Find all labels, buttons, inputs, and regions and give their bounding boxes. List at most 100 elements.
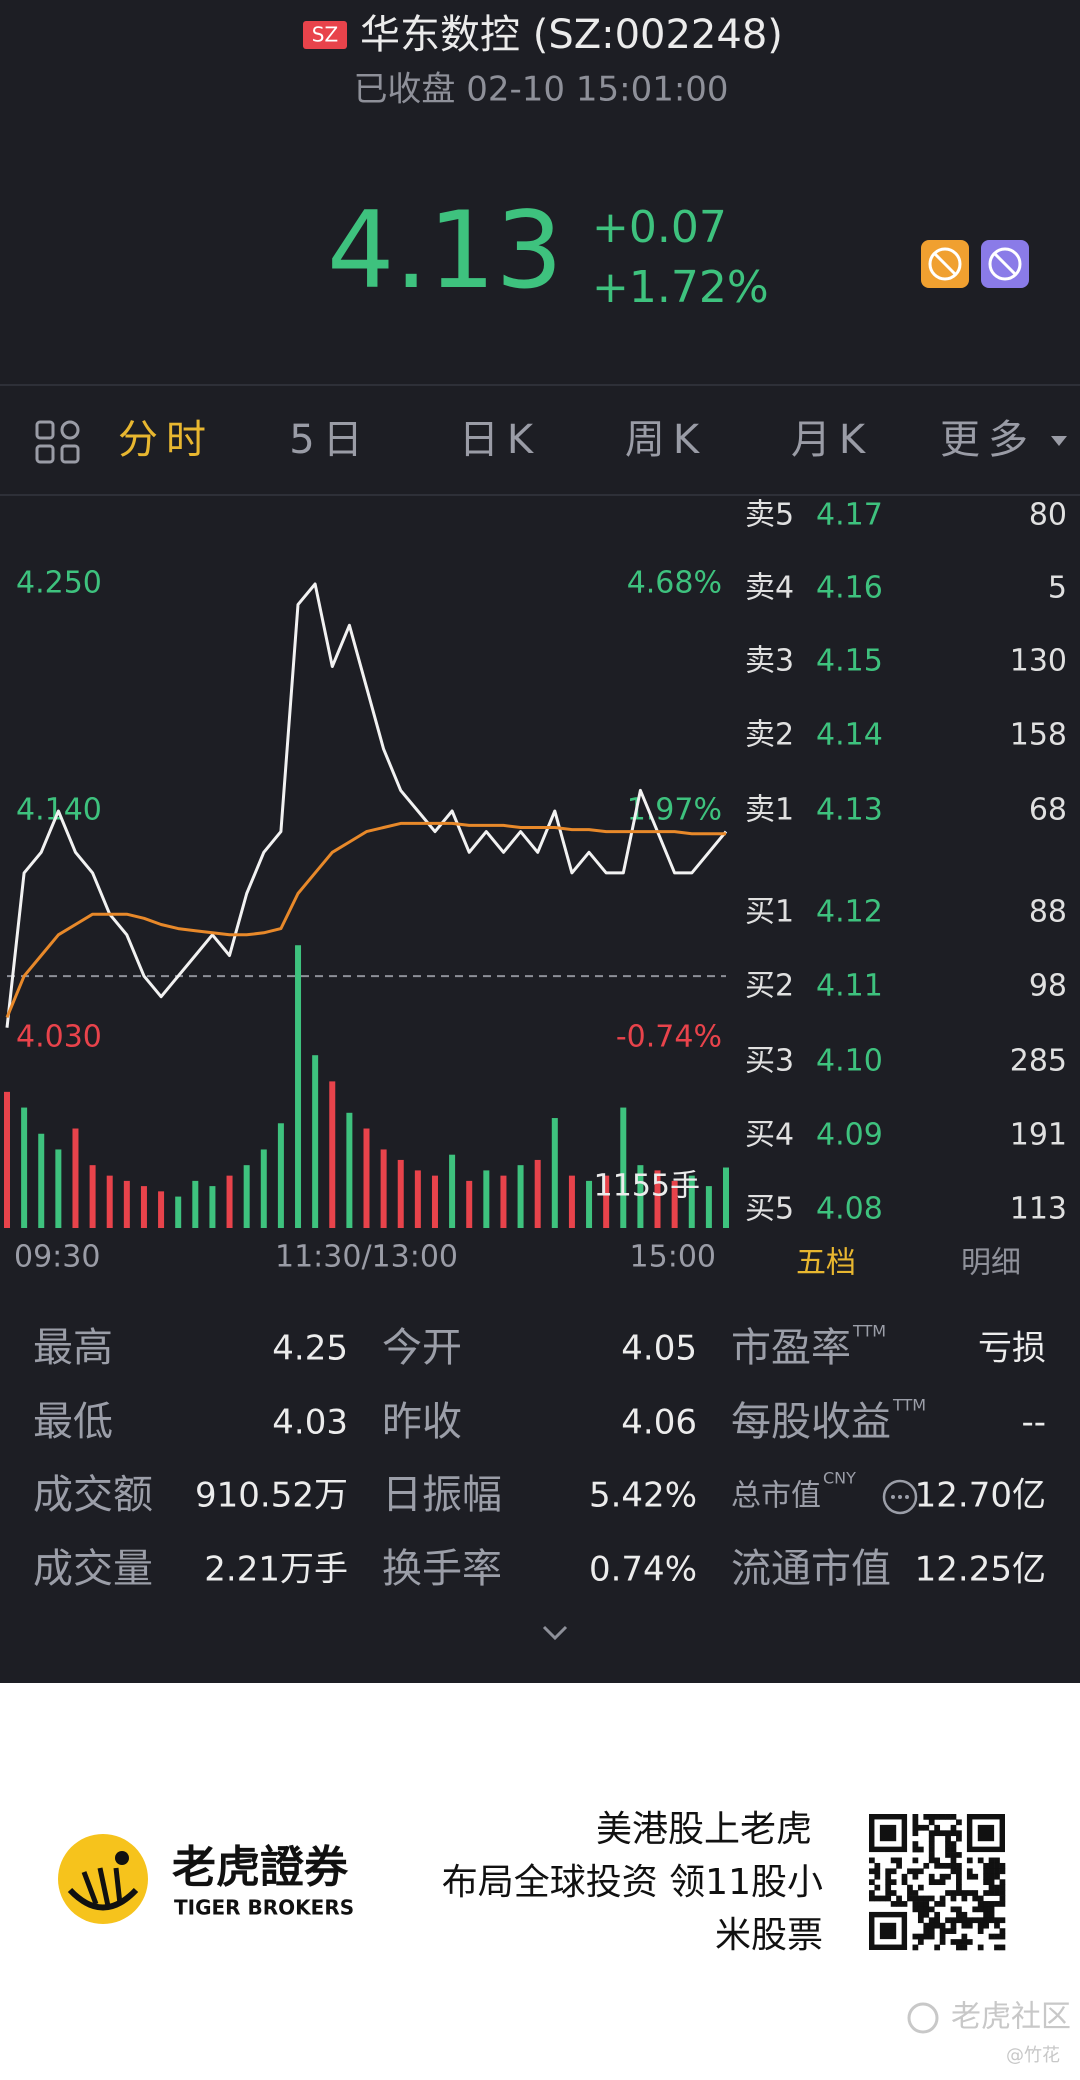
order-price: 4.10 — [816, 1044, 883, 1079]
qr-module — [950, 1928, 957, 1934]
qr-module — [928, 1819, 935, 1826]
stat-label: 总市值 — [731, 1479, 821, 1514]
volume-bar — [449, 1154, 456, 1228]
order-label: 买3 — [745, 1044, 794, 1079]
price-change: +0.07 — [592, 202, 727, 253]
qr-module — [939, 1901, 946, 1907]
order-qty: 191 — [1010, 1118, 1067, 1153]
qr-module — [994, 1922, 1000, 1929]
qr-module — [994, 1873, 1000, 1880]
volume-bar — [192, 1180, 199, 1228]
qr-module — [999, 1895, 1006, 1902]
order-price: 4.09 — [816, 1118, 883, 1153]
order-label: 卖5 — [745, 498, 794, 533]
period-tab[interactable]: 分时 — [118, 417, 214, 463]
qr-module — [896, 1901, 902, 1907]
icon-glyph — [988, 247, 1022, 281]
qr-module — [923, 1911, 930, 1918]
qr-module — [972, 1917, 979, 1924]
brand-name: 老虎證券 — [172, 1842, 349, 1893]
qr-module — [950, 1852, 957, 1858]
qr-module — [977, 1857, 984, 1864]
volume-bar — [106, 1175, 113, 1228]
qr-module — [966, 1917, 973, 1924]
stat-label: 昨收 — [382, 1399, 462, 1445]
qr-module — [917, 1939, 924, 1945]
order-qty: 5 — [1048, 571, 1067, 606]
qr-module — [983, 1873, 989, 1880]
volume-bar — [55, 1149, 62, 1228]
expand-chevron[interactable] — [542, 1625, 568, 1641]
period-tab[interactable]: 日K — [459, 417, 541, 463]
qr-module — [999, 1933, 1006, 1940]
qr-module — [934, 1814, 941, 1820]
order-qty: 98 — [1029, 969, 1067, 1004]
volume-bar — [295, 945, 302, 1228]
qr-module — [994, 1884, 1000, 1891]
stat-value: 4.05 — [621, 1329, 697, 1369]
qr-module — [988, 1873, 995, 1880]
qr-module — [988, 1857, 995, 1864]
qr-module — [907, 1868, 913, 1875]
info-icon-dot — [898, 1495, 902, 1499]
qr-module — [934, 1879, 941, 1886]
period-tab[interactable]: 5日 — [289, 417, 370, 463]
qr-module — [917, 1901, 924, 1907]
qr-module — [956, 1862, 962, 1869]
qr-module — [956, 1830, 962, 1837]
qr-module — [885, 1895, 892, 1902]
watermark-icon — [907, 2002, 939, 2034]
qr-module — [950, 1895, 957, 1902]
volume-bar — [620, 1107, 627, 1228]
qr-module — [950, 1917, 957, 1924]
x-tick-label: 11:30/13:00 — [275, 1240, 458, 1275]
volume-bar — [671, 1180, 678, 1228]
qr-module — [928, 1835, 935, 1842]
qr-module — [896, 1895, 902, 1902]
qr-module — [956, 1868, 962, 1875]
qr-module — [988, 1879, 995, 1886]
volume-bar — [431, 1175, 438, 1228]
volume-bar — [466, 1180, 473, 1228]
order-label: 卖4 — [745, 571, 794, 606]
qr-module — [999, 1868, 1006, 1875]
stat-value: 2.21万手 — [204, 1550, 348, 1590]
qr-module — [874, 1895, 881, 1902]
qr-module — [988, 1917, 995, 1924]
qr-module — [896, 1857, 902, 1864]
stat-value: 4.03 — [272, 1403, 348, 1443]
period-tab[interactable]: 周K — [625, 417, 707, 463]
qr-module — [912, 1890, 919, 1896]
qr-module — [956, 1873, 962, 1880]
dropdown-arrow[interactable] — [1051, 436, 1067, 446]
qr-module — [869, 1890, 875, 1896]
order-qty: 130 — [1010, 644, 1067, 679]
qr-module — [890, 1857, 897, 1864]
period-tab[interactable]: 更多 — [940, 417, 1036, 463]
qr-module — [983, 1906, 989, 1913]
volume-bar — [603, 1175, 610, 1228]
qr-module — [912, 1814, 919, 1820]
period-tab[interactable]: 月K — [791, 417, 873, 463]
qr-module — [912, 1933, 919, 1940]
qr-module — [890, 1890, 897, 1896]
qr-module — [928, 1814, 935, 1820]
last-price: 4.13 — [327, 189, 563, 312]
qr-module — [890, 1879, 897, 1886]
qr-module — [917, 1824, 924, 1831]
qr-module — [939, 1830, 946, 1837]
qr-module — [928, 1917, 935, 1924]
qr-module — [972, 1895, 979, 1902]
qr-module — [950, 1890, 957, 1896]
qr-module — [934, 1911, 941, 1918]
qr-module — [994, 1901, 1000, 1907]
stat-value: 12.70亿 — [915, 1476, 1046, 1516]
icon-square — [35, 444, 55, 464]
order-book-tab[interactable]: 五档 — [796, 1246, 856, 1281]
badge-icons — [921, 240, 1029, 288]
qr-module — [999, 1879, 1006, 1886]
order-book-tab[interactable]: 明细 — [961, 1246, 1021, 1281]
qr-module — [999, 1890, 1006, 1896]
layout-icon[interactable] — [35, 420, 80, 464]
volume-bar — [346, 1112, 353, 1228]
